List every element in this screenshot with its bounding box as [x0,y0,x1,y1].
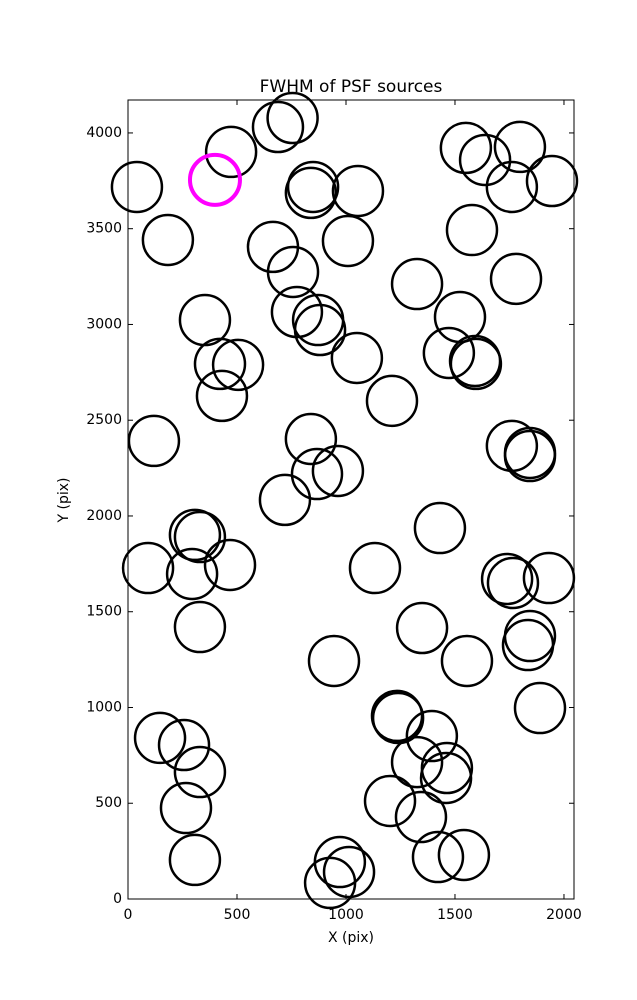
source-circle [449,337,503,391]
source-circle [437,828,491,882]
source-circle [313,835,367,889]
x-tick-label: 500 [224,907,251,923]
source-circle [258,473,312,527]
x-tick-label: 1000 [328,907,364,923]
source-circle [165,547,219,601]
source-circle [127,414,181,468]
x-tick-label: 0 [124,907,133,923]
source-circle [480,552,534,606]
source-circle [390,735,444,789]
source-circle [489,252,543,306]
source-circle [193,337,247,391]
source-circle [159,781,213,835]
source-circle [419,751,473,805]
source-circle [157,718,211,772]
source-circle [405,709,459,763]
source-circle [141,213,195,267]
source-circle [394,790,448,844]
x-axis-label: X (pix) [328,930,374,946]
y-tick-label: 2000 [86,508,122,524]
y-tick-label: 500 [95,795,122,811]
source-circle [395,601,449,655]
y-tick-label: 1500 [86,604,122,620]
source-circle [284,166,338,220]
source-circle [445,203,499,257]
source-circle [251,100,305,154]
plot-frame [127,99,575,900]
source-circle [293,303,347,357]
source-circle [422,326,476,380]
y-tick-label: 1000 [86,699,122,715]
source-circle [486,556,540,610]
source-circle [286,160,340,214]
x-tick-label: 2000 [546,907,582,923]
source-circle [133,711,187,765]
y-tick-label: 3000 [86,316,122,332]
source-circle [290,447,344,501]
source-circle [501,618,555,672]
source-circle [211,338,265,392]
source-circle [440,634,494,688]
source-circle [365,374,419,428]
y-tick-label: 3500 [86,221,122,237]
y-tick-label: 4000 [86,125,122,141]
source-circle [266,91,319,145]
source-circle [321,214,375,268]
source-circle [168,508,222,562]
source-circle [493,120,547,174]
source-circle [195,369,249,423]
source-circle [413,501,467,555]
source-circle [371,691,425,745]
chart-title: FWHM of PSF sources [260,77,443,97]
source-circle [411,830,465,884]
source-circle [121,541,175,595]
source-circle [168,833,222,887]
source-circle [513,681,567,735]
source-circle [204,125,258,179]
source-circle [330,331,384,385]
source-circle [348,541,402,595]
source-circle [363,774,417,828]
source-circle [187,152,242,207]
source-circle [525,154,579,208]
source-circle [439,121,493,175]
source-circle [173,510,227,564]
source-circle [390,257,444,311]
source-circle [485,160,539,214]
source-circle [203,538,257,592]
source-circle [266,245,320,299]
source-circle [173,745,227,799]
x-tick-label: 1500 [437,907,473,923]
source-circle [503,429,557,483]
source-circle [173,600,227,654]
source-circle [307,634,361,688]
source-circle [458,133,512,187]
source-circle [331,164,385,218]
source-circle [284,412,338,466]
source-circle [311,444,365,498]
y-tick-label: 0 [113,891,122,907]
source-circle [110,160,164,214]
y-tick-label: 2500 [86,412,122,428]
source-circle [322,845,376,899]
y-axis-label: Y (pix) [56,478,72,524]
